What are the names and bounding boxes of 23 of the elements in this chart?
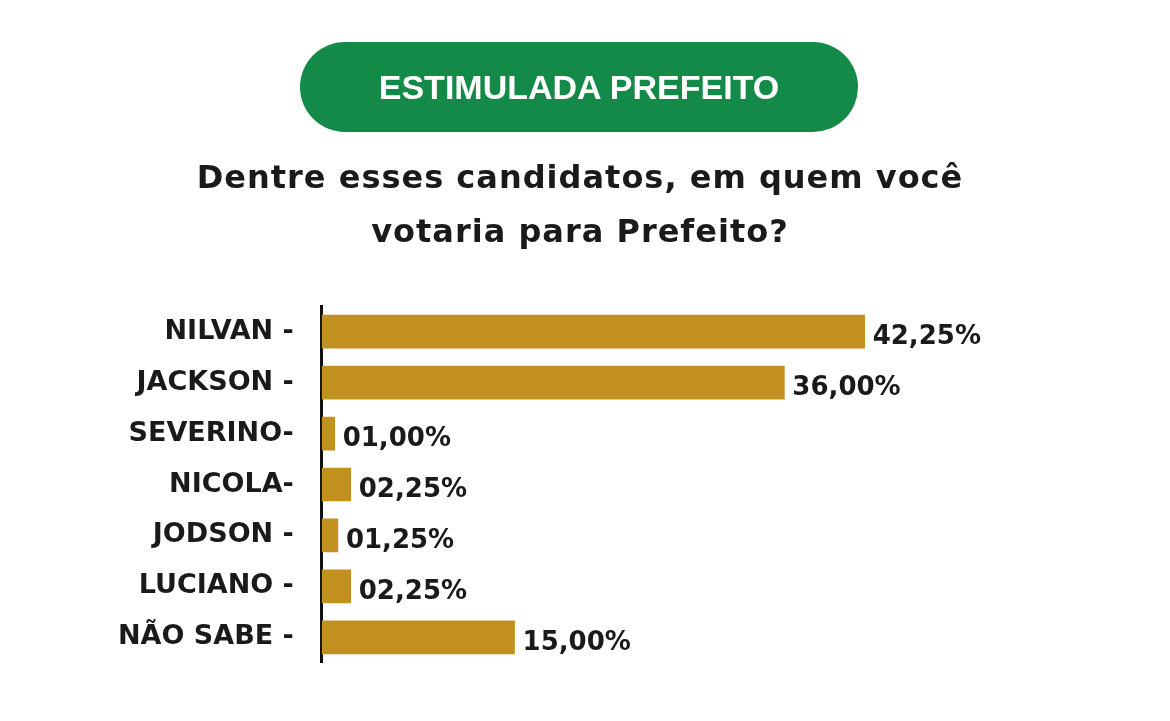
- data-label: 01,00%: [342, 422, 451, 453]
- bar: [321, 314, 865, 349]
- data-label: 02,25%: [358, 575, 468, 606]
- y-tick-label: NICOLA-: [169, 466, 294, 498]
- data-label: 01,25%: [345, 524, 455, 555]
- bar: [321, 365, 785, 400]
- bar: [321, 416, 335, 451]
- bar: [321, 569, 352, 604]
- y-tick-label: JACKSON -: [134, 364, 294, 396]
- bar: [321, 518, 339, 553]
- y-tick-label: JODSON -: [150, 517, 294, 549]
- chart-subtitle: Dentre esses candidatos, em quem você votaria para Prefeito?: [195, 157, 965, 252]
- data-label: 36,00%: [792, 371, 901, 402]
- bar: [321, 620, 515, 655]
- y-tick-label: SEVERINO-: [128, 415, 294, 447]
- y-tick-label: LUCIANO -: [138, 568, 294, 600]
- data-label: 15,00%: [522, 626, 631, 657]
- chart-title: ESTIMULADA PREFEITO: [300, 42, 858, 132]
- y-tick-label: NILVAN -: [164, 313, 294, 345]
- bar: [321, 467, 352, 502]
- data-label: 42,25%: [872, 320, 981, 351]
- data-label: 02,25%: [358, 473, 468, 504]
- y-tick-label: NÃO SABE -: [117, 619, 294, 651]
